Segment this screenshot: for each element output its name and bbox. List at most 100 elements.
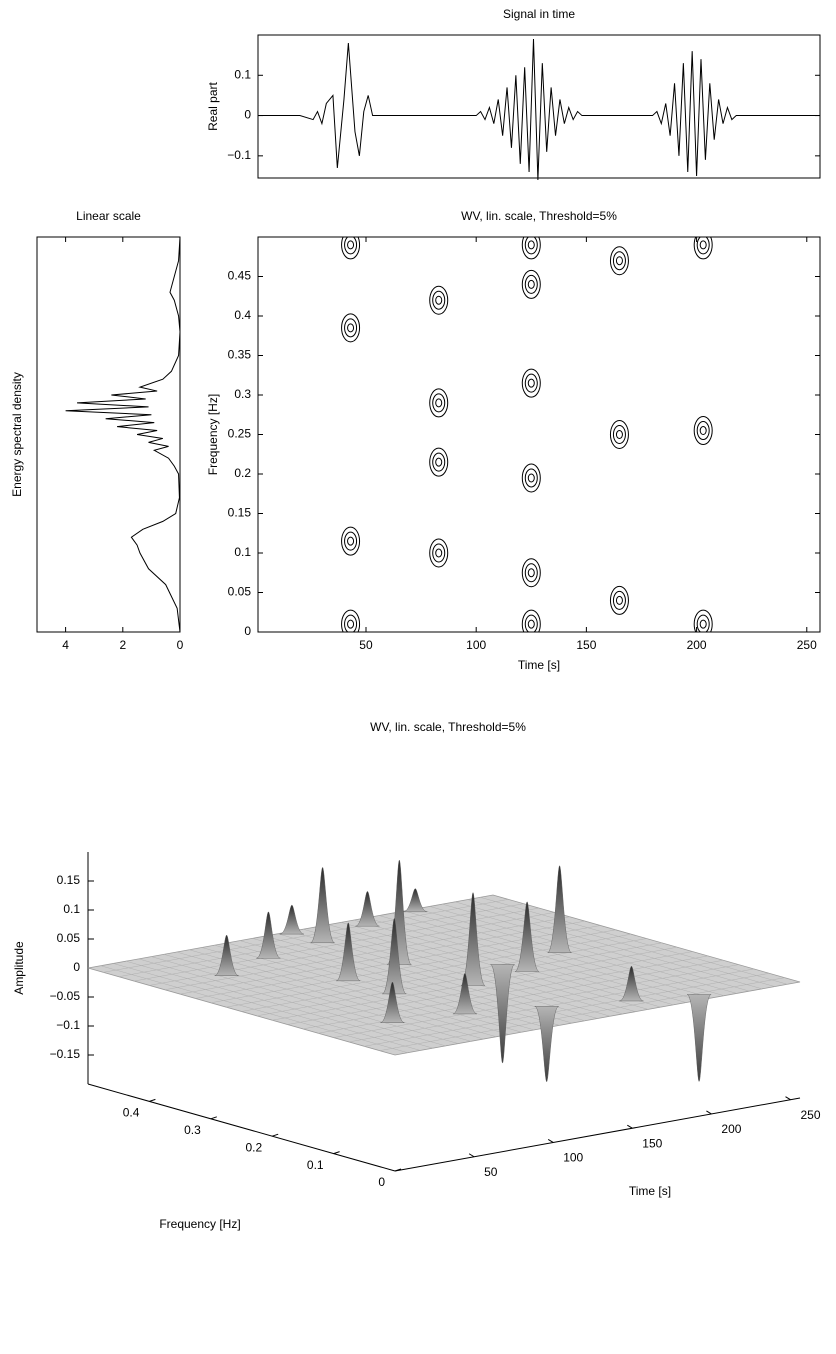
contour-line xyxy=(527,473,535,483)
contour-line xyxy=(521,609,541,632)
contour-line xyxy=(524,237,538,255)
y-tick-label: 0.3 xyxy=(234,387,251,401)
contour-line xyxy=(344,237,358,255)
x-axis-label: Time [s] xyxy=(518,658,560,672)
z-tick-label: 0.05 xyxy=(57,931,81,945)
contour-line xyxy=(699,619,707,629)
contour-line xyxy=(527,279,535,289)
x-tick-label: 50 xyxy=(484,1165,498,1179)
x-tick-label: 0 xyxy=(177,638,184,652)
contour-line xyxy=(429,447,449,477)
chart-title: Signal in time xyxy=(503,7,575,21)
y-tick-label: 0.1 xyxy=(307,1158,324,1172)
surface-peak xyxy=(534,1006,559,1082)
x-tick xyxy=(468,1153,475,1158)
contour-line xyxy=(524,373,538,393)
z-tick-label: −0.15 xyxy=(50,1047,81,1061)
axes-box xyxy=(257,236,821,633)
signal-line xyxy=(258,39,820,181)
y-tick-label: 0.05 xyxy=(228,585,252,599)
surface-peak xyxy=(336,922,361,982)
surface-peak xyxy=(686,994,712,1082)
y-tick xyxy=(149,1098,156,1102)
x-tick-label: 4 xyxy=(62,638,69,652)
contour-line xyxy=(696,421,710,441)
x-tick-label: 150 xyxy=(642,1136,662,1150)
y-tick-label: 0.3 xyxy=(184,1123,201,1137)
contour-line xyxy=(609,585,629,615)
surface-peak xyxy=(279,904,304,935)
z-tick-label: −0.05 xyxy=(50,989,81,1003)
contour-line xyxy=(696,614,710,632)
contour-line xyxy=(699,240,707,250)
contour-line xyxy=(521,558,541,588)
x-tick-label: 250 xyxy=(797,638,817,652)
contour-line xyxy=(341,237,361,260)
y-axis-label: Real part xyxy=(206,81,220,130)
surface-peak xyxy=(514,901,540,972)
y-axis xyxy=(87,1083,396,1172)
contour-line xyxy=(524,468,538,488)
y-tick-label: 0.15 xyxy=(228,506,252,520)
x-tick xyxy=(547,1139,554,1143)
x-tick-label: 150 xyxy=(576,638,596,652)
contour-line xyxy=(527,378,535,388)
z-axis-label: Amplitude xyxy=(12,941,26,995)
mesh-line xyxy=(348,968,754,1043)
chart-title: Linear scale xyxy=(76,209,141,223)
z-tick-label: 0 xyxy=(73,960,80,974)
x-tick xyxy=(627,1124,633,1129)
y-tick-label: 0.1 xyxy=(234,545,251,559)
contour-layer xyxy=(341,237,713,632)
contour-line xyxy=(435,548,443,558)
contour-line xyxy=(344,531,358,551)
contour-line xyxy=(435,295,443,305)
contour-line xyxy=(432,290,446,310)
contour-line xyxy=(521,368,541,398)
mesh-line xyxy=(180,920,586,995)
contour-line xyxy=(344,318,358,338)
x-axis-label: Time [s] xyxy=(629,1184,671,1198)
contour-line xyxy=(347,536,355,546)
mesh-line xyxy=(256,942,662,1017)
z-tick-label: 0.1 xyxy=(63,902,80,916)
contour-line xyxy=(693,237,713,260)
y-axis-label: Frequency [Hz] xyxy=(159,1217,240,1231)
contour-line xyxy=(347,240,355,250)
contour-line xyxy=(521,463,541,493)
y-tick-label: 0.35 xyxy=(228,348,252,362)
contour-line xyxy=(609,246,629,276)
y-tick-label: 0 xyxy=(244,624,251,638)
surface-peak xyxy=(380,981,405,1023)
contour-line xyxy=(341,313,361,343)
contour-line xyxy=(612,425,626,444)
mesh-line xyxy=(379,977,785,1051)
contour-line xyxy=(429,538,449,568)
contour-line xyxy=(341,609,361,632)
contour-line xyxy=(429,285,449,315)
axes-box xyxy=(36,236,181,633)
surface-peak xyxy=(547,865,572,953)
y-tick xyxy=(272,1133,279,1137)
surface-peak xyxy=(452,973,478,1015)
y-tick-label: 0.2 xyxy=(234,466,251,480)
surface-peak xyxy=(490,964,515,1064)
surface-peak xyxy=(214,934,239,976)
x-tick-label: 200 xyxy=(721,1122,741,1136)
contour-line xyxy=(612,251,626,271)
mesh-line xyxy=(210,929,616,1004)
surface-peak xyxy=(310,867,335,943)
surface-peak xyxy=(382,918,407,995)
contour-line xyxy=(527,568,535,578)
contour-line xyxy=(609,420,629,449)
contour-line xyxy=(521,269,541,299)
contour-line xyxy=(527,619,535,629)
contour-line xyxy=(527,240,535,250)
z-tick-label: 0.15 xyxy=(57,873,81,887)
y-tick xyxy=(394,1168,402,1172)
y-tick-label: 0.4 xyxy=(234,308,251,322)
contour-line xyxy=(347,619,355,629)
y-tick-label: 0 xyxy=(244,108,251,122)
y-tick-label: −0.1 xyxy=(227,148,251,162)
